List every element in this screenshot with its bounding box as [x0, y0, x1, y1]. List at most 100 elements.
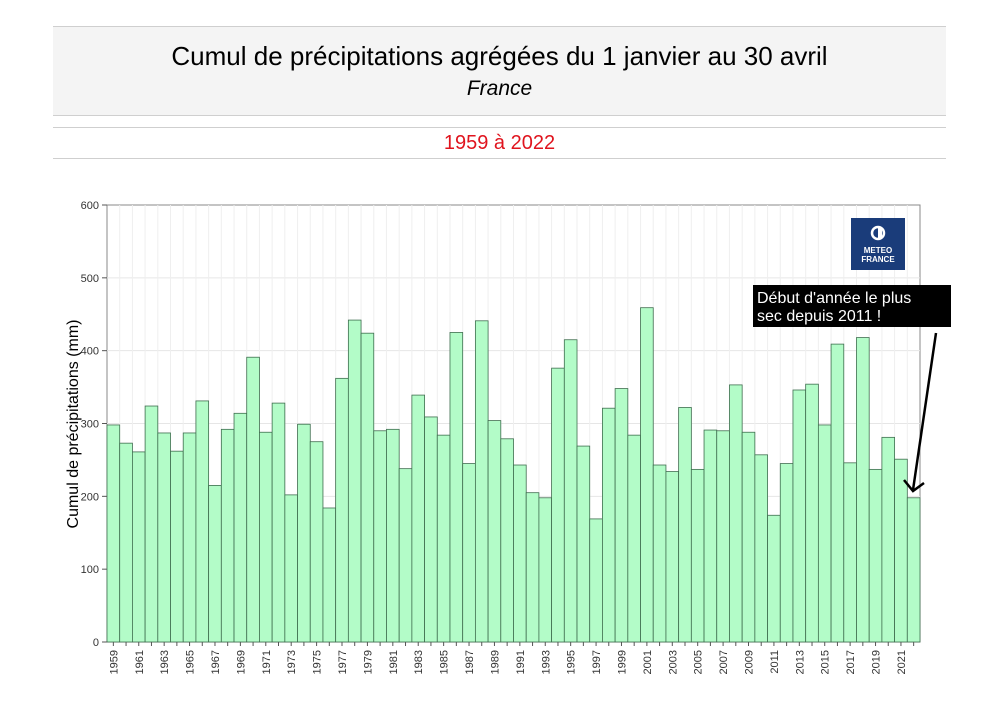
page-subtitle: France: [466, 77, 533, 100]
bar-1989: [487, 420, 502, 643]
annotation-line2: sec depuis 2011 !: [757, 308, 881, 325]
bar-2022: [906, 497, 921, 643]
x-tick-label-1973: 1973: [286, 650, 298, 674]
x-tick-label-2013: 2013: [794, 650, 806, 674]
y-tick-label: 400: [81, 346, 99, 358]
bar-1994: [551, 367, 565, 643]
x-tick-label-2011: 2011: [769, 650, 781, 674]
bar-1975: [309, 441, 324, 643]
bar-1969: [233, 412, 248, 643]
period-label: 1959 à 2022: [443, 132, 556, 154]
bar-1996: [576, 445, 591, 643]
meteo-france-logo: METEO FRANCE: [851, 218, 905, 270]
bar-1978: [347, 319, 362, 643]
bar-1966: [195, 400, 210, 643]
period-panel: 1959 à 2022: [53, 127, 946, 159]
x-tick-label-1995: 1995: [566, 650, 578, 674]
bar-1986: [449, 332, 464, 643]
y-tick-label: 500: [81, 273, 99, 285]
x-tick-label-1969: 1969: [235, 650, 247, 674]
x-tick-label-1993: 1993: [540, 650, 552, 674]
y-tick-label: 600: [81, 200, 99, 212]
header-panel: Cumul de précipitations agrégées du 1 ja…: [53, 26, 946, 116]
bar-2007: [716, 430, 730, 643]
bar-2018: [856, 337, 870, 643]
annotation-arrow-head-icon: [903, 479, 925, 493]
bar-2002: [652, 464, 667, 643]
bars-group: [106, 307, 921, 643]
bar-1977: [335, 377, 349, 643]
bar-1974: [297, 423, 311, 643]
x-axis: 1959 1961 1963 1965 1967 1969 1971 1973 1975 1977…: [108, 642, 915, 674]
bar-2004: [678, 407, 692, 643]
x-tick-label-2009: 2009: [744, 650, 756, 674]
bar-1981: [386, 428, 400, 643]
x-tick-label-1977: 1977: [337, 650, 349, 674]
page-title: Cumul de précipitations agrégées du 1 ja…: [171, 41, 828, 71]
bar-1983: [411, 394, 425, 643]
x-tick-label-1991: 1991: [515, 650, 527, 674]
y-axis: 0 100 200 300 400 500 600: [81, 200, 107, 649]
x-tick-label-1987: 1987: [464, 650, 476, 674]
bar-2008: [729, 384, 743, 643]
bar-1971: [259, 431, 273, 643]
y-tick-label: 300: [81, 419, 99, 431]
bar-1959: [106, 424, 121, 643]
bar-1964: [170, 450, 184, 643]
bar-2015: [817, 424, 832, 643]
bar-1967: [208, 485, 222, 643]
bar-1961: [132, 451, 146, 643]
bar-1999: [614, 388, 629, 643]
bar-1992: [525, 492, 540, 643]
bar-2021: [894, 458, 908, 643]
y-axis-label: Cumul de précipitations (mm): [65, 320, 82, 529]
bar-2020: [881, 436, 895, 643]
bar-2017: [843, 462, 857, 643]
x-tick-label-2019: 2019: [871, 650, 883, 674]
bar-1987: [462, 463, 476, 643]
bar-1960: [119, 442, 133, 643]
bar-1963: [157, 432, 171, 643]
bar-1979: [360, 332, 375, 643]
x-tick-label-1975: 1975: [312, 650, 324, 674]
x-tick-label-1967: 1967: [210, 650, 222, 674]
bar-1980: [373, 430, 387, 643]
annotation-box: [753, 285, 951, 327]
bar-1972: [271, 402, 286, 643]
x-tick-label-2021: 2021: [896, 650, 908, 674]
bar-1962: [144, 405, 159, 643]
bar-1965: [182, 432, 197, 643]
bar-2006: [703, 429, 718, 643]
bar-2014: [805, 383, 819, 643]
y-tick-label: 0: [93, 637, 99, 649]
x-tick-label-1999: 1999: [616, 650, 628, 674]
bar-2000: [627, 434, 641, 643]
x-tick-label-1989: 1989: [489, 650, 501, 674]
bar-2010: [754, 454, 768, 643]
x-tick-label-1979: 1979: [362, 650, 374, 674]
bar-2005: [690, 468, 705, 643]
x-tick-label-2001: 2001: [642, 650, 654, 674]
y-tick-label: 100: [81, 564, 99, 576]
x-tick-label-1983: 1983: [413, 650, 425, 674]
bar-1997: [589, 518, 603, 643]
bar-2001: [640, 307, 654, 643]
logo-emblem-bar-icon: [878, 227, 882, 239]
x-tick-label-2017: 2017: [845, 650, 857, 674]
x-tick-label-2003: 2003: [667, 650, 679, 674]
bar-2003: [665, 471, 680, 643]
logo-text-line1: METEO: [864, 246, 892, 255]
bar-1991: [513, 464, 527, 643]
annotation-line1: Début d'année le plus: [757, 290, 911, 307]
bar-1990: [500, 438, 514, 643]
bar-1988: [474, 320, 489, 643]
bar-1984: [424, 416, 438, 643]
x-tick-label-1963: 1963: [159, 650, 171, 674]
bar-1982: [398, 468, 413, 643]
bar-2011: [767, 514, 781, 643]
x-tick-label-1959: 1959: [108, 650, 120, 674]
x-tick-label-2005: 2005: [693, 650, 705, 674]
logo-text-line2: FRANCE: [861, 255, 895, 264]
bar-1985: [436, 434, 451, 643]
